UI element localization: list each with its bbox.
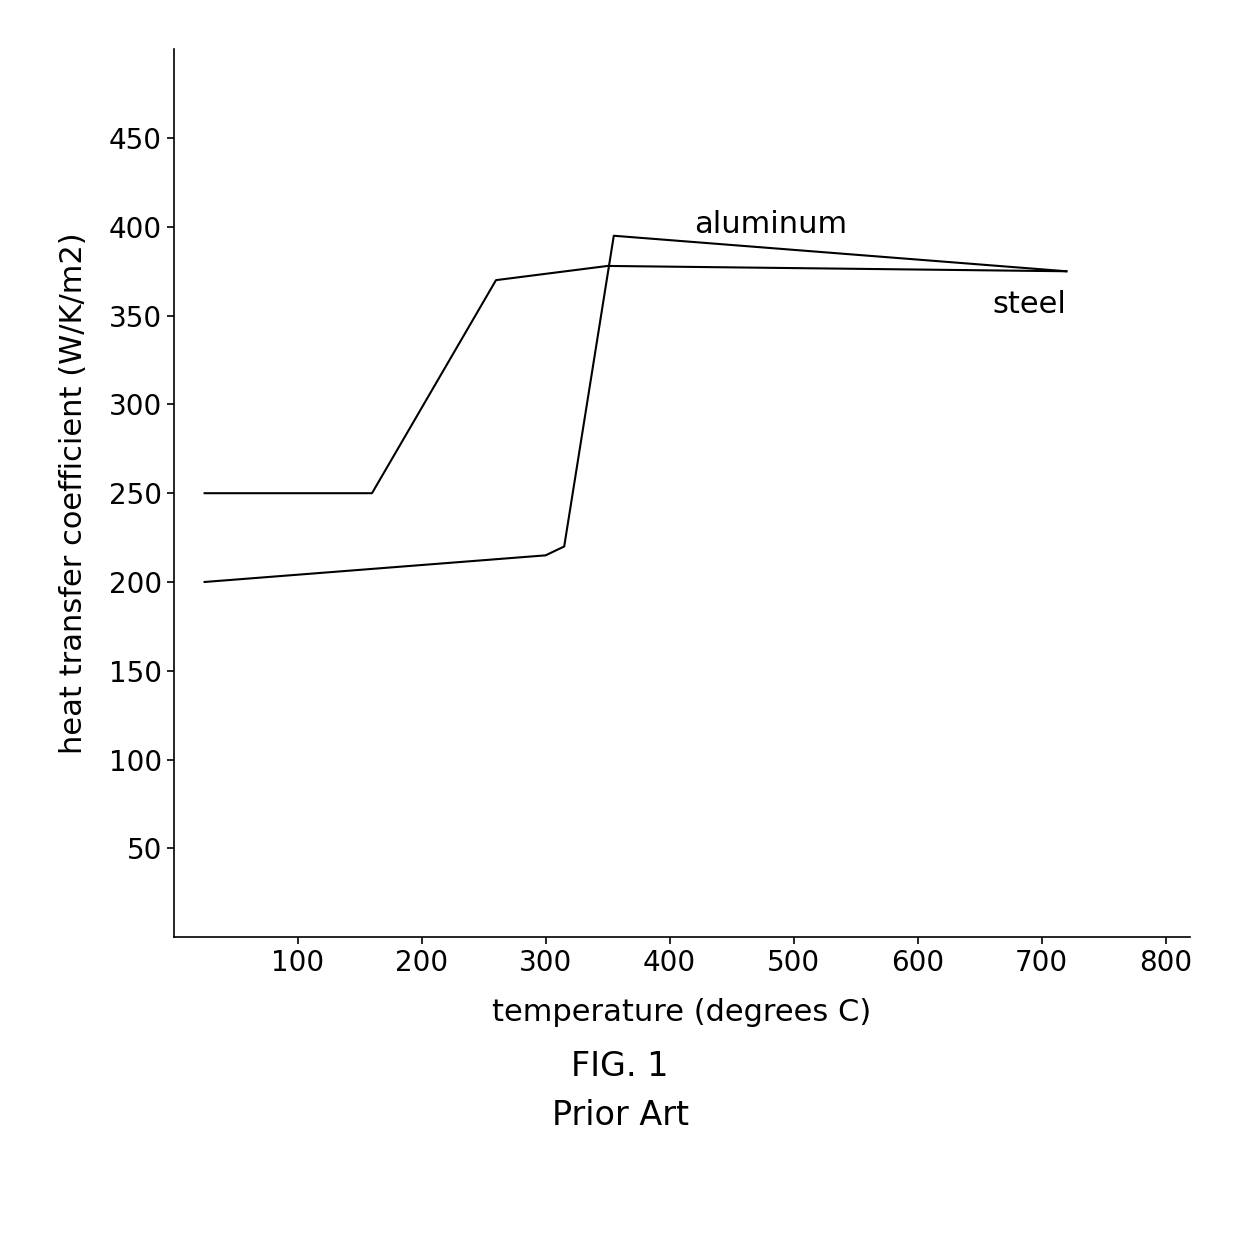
Y-axis label: heat transfer coefficient (W/K/m2): heat transfer coefficient (W/K/m2) xyxy=(58,232,88,755)
X-axis label: temperature (degrees C): temperature (degrees C) xyxy=(492,997,872,1027)
Text: FIG. 1: FIG. 1 xyxy=(572,1051,668,1083)
Text: steel: steel xyxy=(992,290,1066,319)
Text: Prior Art: Prior Art xyxy=(552,1100,688,1132)
Text: aluminum: aluminum xyxy=(694,211,847,239)
